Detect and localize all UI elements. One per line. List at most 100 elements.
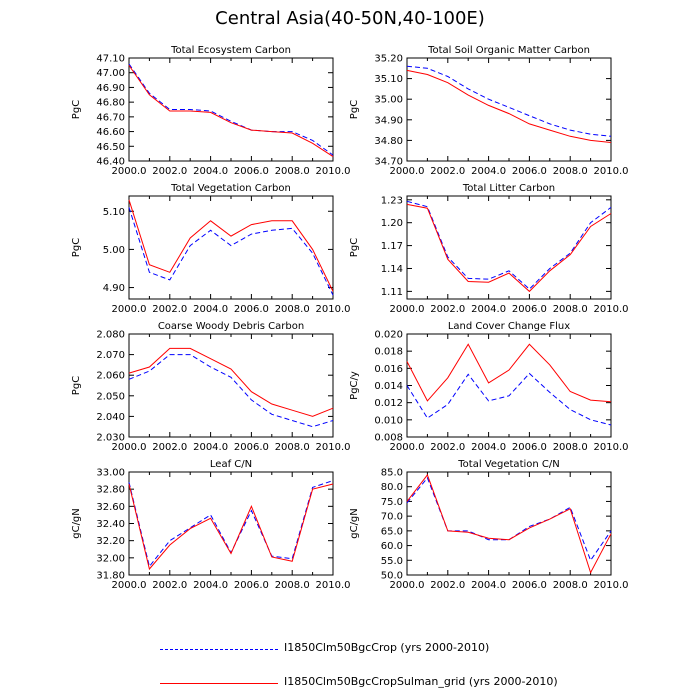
series-line-dashed: [406, 372, 612, 426]
chart-title: Land Cover Change Flux: [448, 321, 570, 332]
y-tick-label: 0.010: [374, 415, 403, 426]
legend-swatch-dashed-blue: [160, 649, 278, 650]
x-tick-label: 2004.0: [193, 580, 228, 591]
x-tick-label: 2008.0: [553, 580, 588, 591]
x-tick-label: 2006.0: [234, 304, 269, 315]
x-tick-label: 2002.0: [430, 304, 465, 315]
y-tick-label: 2.070: [96, 350, 125, 361]
x-tick-label: 2006.0: [234, 166, 269, 177]
chart-title: Total Soil Organic Matter Carbon: [427, 45, 590, 56]
x-tick-label: 2000.0: [112, 166, 147, 177]
y-tick-label: 4.90: [103, 283, 125, 294]
y-axis-label: PgC: [71, 238, 82, 257]
y-tick-label: 2.080: [96, 330, 125, 341]
chart-panel: Coarse Woody Debris Carbon PgC 2.030 2.040 2…: [71, 321, 351, 453]
x-tick-label: 2002.0: [152, 304, 187, 315]
x-tick-label: 2000.0: [112, 442, 147, 453]
x-tick-label: 2008.0: [275, 304, 310, 315]
legend-swatch-solid-red: [160, 683, 278, 684]
y-tick-label: 1.20: [381, 218, 403, 229]
x-tick-label: 2008.0: [553, 304, 588, 315]
y-tick-label: 0.012: [374, 398, 403, 409]
y-tick-label: 60.0: [381, 541, 403, 552]
chart-panel: Total Soil Organic Matter Carbon PgC 34.70…: [349, 45, 629, 177]
x-tick-label: 2002.0: [152, 166, 187, 177]
x-tick-label: 2002.0: [430, 166, 465, 177]
y-tick-label: 0.014: [374, 381, 403, 392]
x-tick-label: 2010.0: [594, 442, 629, 453]
y-tick-label: 32.40: [96, 519, 125, 530]
y-tick-label: 0.016: [374, 364, 403, 375]
y-tick-label: 0.020: [374, 330, 403, 341]
chart-title: Total Vegetation C/N: [457, 459, 559, 470]
chart-title: Leaf C/N: [210, 459, 252, 470]
y-tick-label: 80.0: [381, 482, 403, 493]
x-tick-label: 2006.0: [512, 304, 547, 315]
x-tick-label: 2004.0: [471, 442, 506, 453]
series-line-solid: [406, 343, 612, 403]
x-tick-label: 2004.0: [471, 580, 506, 591]
x-tick-label: 2002.0: [152, 580, 187, 591]
legend-label: I1850Clm50BgcCrop (yrs 2000-2010): [284, 641, 490, 654]
y-tick-label: 1.11: [381, 287, 403, 298]
x-tick-label: 2008.0: [553, 442, 588, 453]
x-tick-label: 2002.0: [430, 442, 465, 453]
chart-panel: Total Vegetation C/N gC/gN 50.0 55.0 60.0 65.…: [349, 459, 629, 591]
series-line-solid: [406, 203, 612, 293]
y-tick-label: 32.20: [96, 536, 125, 547]
x-tick-label: 2000.0: [390, 580, 425, 591]
y-tick-label: 46.80: [96, 98, 125, 109]
y-tick-label: 46.90: [96, 83, 125, 94]
y-tick-label: 5.00: [103, 245, 125, 256]
y-axis-label: PgC: [349, 100, 360, 119]
legend: I1850Clm50BgcCrop (yrs 2000-2010) I1850C…: [160, 636, 640, 696]
y-tick-label: 46.50: [96, 142, 125, 153]
series-line-dashed: [128, 207, 334, 296]
y-tick-label: 34.80: [374, 136, 403, 147]
series-line-solid: [128, 199, 334, 292]
series-line-solid: [128, 65, 334, 158]
y-axis-label: gC/gN: [71, 508, 82, 539]
x-tick-label: 2006.0: [512, 442, 547, 453]
y-tick-label: 33.00: [96, 468, 125, 479]
y-axis-label: PgC: [71, 100, 82, 119]
y-tick-label: 32.00: [96, 553, 125, 564]
legend-item: I1850Clm50BgcCropSulman_grid (yrs 2000-2…: [160, 674, 640, 694]
y-tick-label: 85.0: [381, 468, 403, 479]
series-line-solid: [128, 483, 334, 571]
y-tick-label: 35.10: [374, 74, 403, 85]
y-tick-label: 1.14: [381, 264, 403, 275]
chart-title: Total Ecosystem Carbon: [170, 45, 291, 56]
x-tick-label: 2000.0: [112, 304, 147, 315]
x-tick-label: 2004.0: [193, 304, 228, 315]
chart-title: Total Litter Carbon: [462, 183, 555, 194]
legend-item: I1850Clm50BgcCrop (yrs 2000-2010): [160, 640, 640, 660]
x-tick-label: 2000.0: [390, 166, 425, 177]
x-tick-label: 2000.0: [112, 580, 147, 591]
chart-panel: Leaf C/N gC/gN 31.80 32.00 32.20 32.40 32.60 32…: [71, 459, 351, 591]
chart-title: Total Vegetation Carbon: [170, 183, 291, 194]
x-tick-label: 2010.0: [316, 580, 351, 591]
y-tick-label: 5.10: [103, 207, 125, 218]
series-line-solid: [406, 69, 612, 143]
series-line-dashed: [406, 200, 612, 290]
plot-frame: [406, 471, 612, 576]
chart-panel: Land Cover Change Flux PgC/y 0.008 0.010 0.0…: [349, 321, 629, 453]
y-tick-label: 46.70: [96, 112, 125, 123]
y-tick-label: 1.23: [381, 195, 403, 206]
x-tick-label: 2008.0: [553, 166, 588, 177]
series-line-dashed: [128, 63, 334, 156]
figure-title: Central Asia(40-50N,40-100E): [215, 8, 485, 29]
y-tick-label: 32.60: [96, 502, 125, 513]
series-line-solid: [128, 347, 334, 417]
x-tick-label: 2000.0: [390, 442, 425, 453]
y-tick-label: 2.040: [96, 412, 125, 423]
y-tick-label: 0.018: [374, 347, 403, 358]
x-tick-label: 2006.0: [234, 442, 269, 453]
x-tick-label: 2004.0: [193, 442, 228, 453]
x-tick-label: 2010.0: [594, 580, 629, 591]
x-tick-label: 2006.0: [234, 580, 269, 591]
chart-panel: Total Ecosystem Carbon PgC 46.40 46.50 46.60…: [71, 45, 351, 177]
legend-label: I1850Clm50BgcCropSulman_grid (yrs 2000-2…: [284, 675, 558, 688]
x-tick-label: 2004.0: [193, 166, 228, 177]
